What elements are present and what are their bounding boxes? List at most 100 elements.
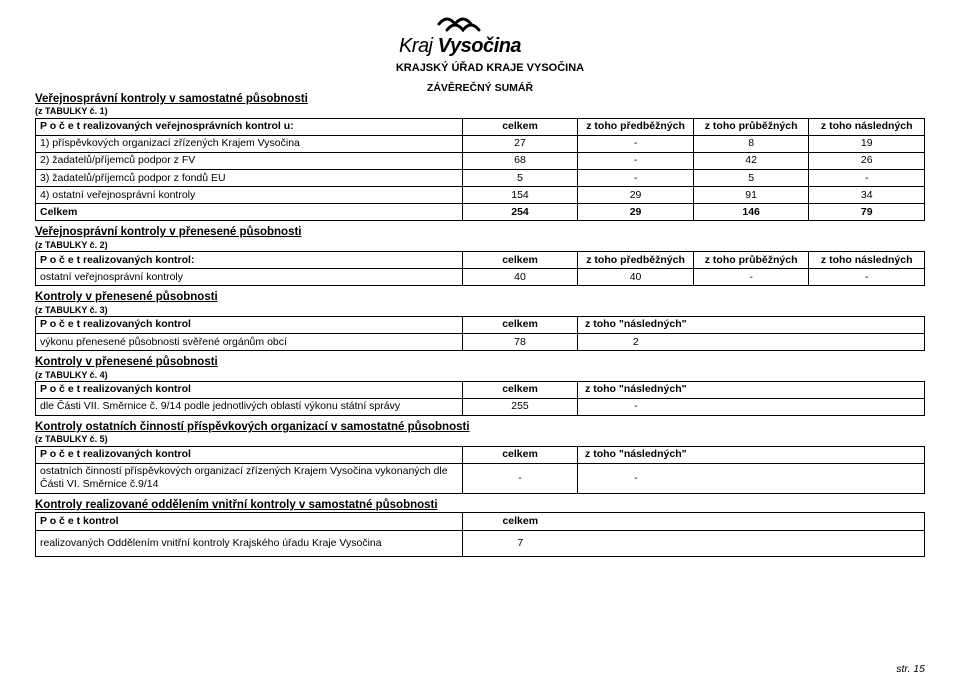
t3-hdr-total: celkem [462,316,578,333]
cell-val: 68 [462,152,578,169]
table-header-row: P o č e t realizovaných kontrol celkem z… [36,316,925,333]
t3-hdr-post: z toho "následných" [578,316,694,333]
cell-val: - [578,463,694,493]
cell-label: dle Části VII. Směrnice č. 9/14 podle je… [36,398,463,415]
cell-label: realizovaných Oddělením vnitřní kontroly… [36,530,463,556]
cell-label: 2) žadatelů/příjemců podpor z FV [36,152,463,169]
table-row: 4) ostatní veřejnosprávní kontroly 154 2… [36,187,925,204]
cell-label: výkonu přenesené působnosti svěřené orgá… [36,334,463,351]
cell-val: 8 [693,135,809,152]
t6-hdr-total: celkem [462,513,578,530]
table-row: dle Části VII. Směrnice č. 9/14 podle je… [36,398,925,415]
cell-val: 19 [809,135,925,152]
t4-title: Kontroly v přenesené působnosti [35,355,925,369]
t2-table: P o č e t realizovaných kontrol: celkem … [35,251,925,286]
t2-hdr-label: P o č e t realizovaných kontrol: [36,252,463,269]
table-row: výkonu přenesené působnosti svěřené orgá… [36,334,925,351]
t2-note: (z TABULKY č. 2) [35,240,925,251]
t1-note: (z TABULKY č. 1) [35,106,925,117]
cell-val: - [578,170,694,187]
table-header-row: P o č e t realizovaných kontrol celkem z… [36,446,925,463]
t6-hdr-spacer [578,513,925,530]
t5-table: P o č e t realizovaných kontrol celkem z… [35,446,925,494]
t4-table: P o č e t realizovaných kontrol celkem z… [35,381,925,416]
cell-val: 27 [462,135,578,152]
t3-title: Kontroly v přenesené působnosti [35,290,925,304]
cell-val: 146 [693,204,809,221]
cell-val: 34 [809,187,925,204]
cell-val: 79 [809,204,925,221]
logo-text: Kraj Vysočina [365,34,555,59]
table-row: 1) příspěvkových organizací zřízených Kr… [36,135,925,152]
t4-hdr-post: z toho "následných" [578,381,694,398]
cell-spacer [693,463,924,493]
t4-hdr-label: P o č e t realizovaných kontrol [36,381,463,398]
t4-note: (z TABULKY č. 4) [35,370,925,381]
t5-hdr-post: z toho "následných" [578,446,694,463]
cell-val: 255 [462,398,578,415]
t5-note: (z TABULKY č. 5) [35,434,925,445]
table-total-row: Celkem 254 29 146 79 [36,204,925,221]
cell-label: ostatních činností příspěvkových organiz… [36,463,463,493]
cell-val: - [693,269,809,286]
cell-val: 78 [462,334,578,351]
t5-title: Kontroly ostatních činností příspěvkovýc… [35,420,925,434]
table-row: 3) žadatelů/příjemců podpor z fondů EU 5… [36,170,925,187]
t2-hdr-mid: z toho průběžných [693,252,809,269]
t1-hdr-pre: z toho předběžných [578,118,694,135]
cell-val: 5 [693,170,809,187]
t2-title: Veřejnosprávní kontroly v přenesené půso… [35,225,925,239]
t1-title: Veřejnosprávní kontroly v samostatné půs… [35,92,925,106]
table-header-row: P o č e t realizovaných kontrol: celkem … [36,252,925,269]
t2-hdr-post: z toho následných [809,252,925,269]
cell-val: - [578,152,694,169]
cell-val: 7 [462,530,578,556]
cell-val: 29 [578,187,694,204]
cell-val: - [809,269,925,286]
logo-mark-icon [437,10,483,32]
cell-val: 91 [693,187,809,204]
cell-spacer [578,530,925,556]
table-header-row: P o č e t kontrol celkem [36,513,925,530]
t1-hdr-label: P o č e t realizovaných veřejnosprávních… [36,118,463,135]
cell-spacer [693,398,924,415]
t3-note: (z TABULKY č. 3) [35,305,925,316]
table-row: ostatních činností příspěvkových organiz… [36,463,925,493]
t5-hdr-label: P o č e t realizovaných kontrol [36,446,463,463]
t3-table: P o č e t realizovaných kontrol celkem z… [35,316,925,351]
t6-hdr-label: P o č e t kontrol [36,513,463,530]
t4-hdr-total: celkem [462,381,578,398]
t2-hdr-total: celkem [462,252,578,269]
cell-val: 40 [462,269,578,286]
t6-title: Kontroly realizované oddělením vnitřní k… [35,498,925,512]
cell-val: 154 [462,187,578,204]
cell-val: - [809,170,925,187]
header-office: KRAJSKÝ ÚŘAD KRAJE VYSOČINA [360,62,620,76]
cell-val: 40 [578,269,694,286]
cell-label: 4) ostatní veřejnosprávní kontroly [36,187,463,204]
cell-val: 29 [578,204,694,221]
cell-val: 2 [578,334,694,351]
table-row: 2) žadatelů/příjemců podpor z FV 68 - 42… [36,152,925,169]
table-row: ostatní veřejnosprávní kontroly 40 40 - … [36,269,925,286]
cell-val: - [578,135,694,152]
table-header-row: P o č e t realizovaných veřejnosprávních… [36,118,925,135]
t5-hdr-total: celkem [462,446,578,463]
t1-hdr-total: celkem [462,118,578,135]
page-number: str. 15 [896,663,925,676]
cell-val: - [578,398,694,415]
cell-label: 3) žadatelů/příjemců podpor z fondů EU [36,170,463,187]
t1-table: P o č e t realizovaných veřejnosprávních… [35,118,925,222]
t5-hdr-spacer [693,446,924,463]
cell-label: ostatní veřejnosprávní kontroly [36,269,463,286]
logo: Kraj Vysočina [365,10,555,59]
table-row: realizovaných Oddělením vnitřní kontroly… [36,530,925,556]
cell-label: 1) příspěvkových organizací zřízených Kr… [36,135,463,152]
cell-val: - [462,463,578,493]
table-header-row: P o č e t realizovaných kontrol celkem z… [36,381,925,398]
cell-val: 254 [462,204,578,221]
t2-hdr-pre: z toho předběžných [578,252,694,269]
cell-val: 26 [809,152,925,169]
t1-hdr-post: z toho následných [809,118,925,135]
t3-hdr-label: P o č e t realizovaných kontrol [36,316,463,333]
